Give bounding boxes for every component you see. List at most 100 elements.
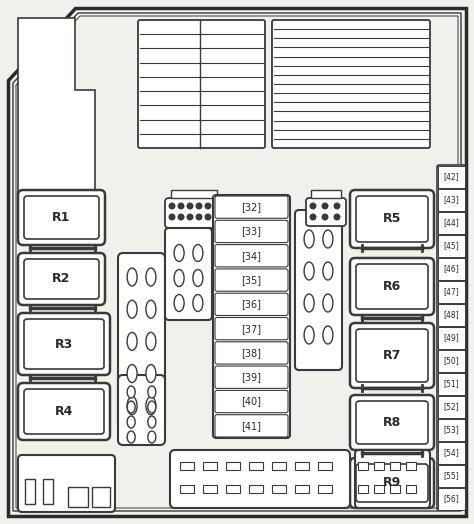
Ellipse shape bbox=[323, 294, 333, 312]
Text: [50]: [50] bbox=[444, 356, 459, 365]
Bar bbox=[438, 166, 465, 188]
Bar bbox=[438, 326, 465, 348]
FancyBboxPatch shape bbox=[356, 264, 428, 309]
Bar bbox=[438, 212, 465, 234]
Ellipse shape bbox=[174, 294, 184, 311]
Bar bbox=[272, 485, 286, 493]
FancyBboxPatch shape bbox=[18, 253, 105, 305]
FancyBboxPatch shape bbox=[295, 210, 342, 370]
Ellipse shape bbox=[174, 245, 184, 261]
FancyBboxPatch shape bbox=[215, 245, 288, 267]
FancyBboxPatch shape bbox=[170, 450, 350, 508]
Bar bbox=[25, 479, 35, 504]
Bar bbox=[171, 190, 217, 198]
Text: R8: R8 bbox=[383, 416, 401, 429]
Text: [55]: [55] bbox=[444, 471, 459, 480]
FancyBboxPatch shape bbox=[215, 342, 288, 364]
Ellipse shape bbox=[304, 326, 314, 344]
Bar bbox=[358, 485, 368, 493]
FancyBboxPatch shape bbox=[356, 464, 428, 502]
FancyBboxPatch shape bbox=[437, 165, 466, 510]
Text: R2: R2 bbox=[52, 272, 71, 286]
Bar bbox=[180, 485, 194, 493]
Bar bbox=[438, 464, 465, 486]
Text: R1: R1 bbox=[52, 211, 71, 224]
Text: [37]: [37] bbox=[241, 324, 262, 334]
Bar bbox=[438, 189, 465, 211]
FancyBboxPatch shape bbox=[356, 401, 428, 444]
Text: R3: R3 bbox=[55, 337, 73, 351]
Ellipse shape bbox=[146, 300, 156, 318]
FancyBboxPatch shape bbox=[18, 455, 115, 512]
Bar bbox=[180, 462, 194, 470]
Ellipse shape bbox=[304, 262, 314, 280]
Circle shape bbox=[322, 203, 328, 209]
Bar bbox=[68, 487, 88, 507]
Ellipse shape bbox=[193, 245, 203, 261]
Polygon shape bbox=[18, 18, 95, 195]
Ellipse shape bbox=[127, 386, 135, 398]
FancyBboxPatch shape bbox=[24, 389, 104, 434]
Text: [48]: [48] bbox=[444, 310, 459, 319]
FancyBboxPatch shape bbox=[215, 366, 288, 388]
FancyBboxPatch shape bbox=[215, 293, 288, 315]
FancyBboxPatch shape bbox=[18, 383, 110, 440]
Circle shape bbox=[178, 203, 184, 209]
Circle shape bbox=[196, 214, 202, 220]
Text: [45]: [45] bbox=[444, 241, 459, 250]
Text: [40]: [40] bbox=[241, 397, 262, 407]
Text: [33]: [33] bbox=[241, 226, 262, 236]
Ellipse shape bbox=[146, 365, 156, 383]
Text: [34]: [34] bbox=[241, 251, 262, 261]
Bar bbox=[295, 485, 309, 493]
Ellipse shape bbox=[127, 416, 135, 428]
FancyBboxPatch shape bbox=[350, 323, 434, 388]
Bar bbox=[358, 462, 368, 470]
Text: [43]: [43] bbox=[444, 195, 459, 204]
Ellipse shape bbox=[193, 294, 203, 311]
FancyBboxPatch shape bbox=[215, 196, 288, 219]
Circle shape bbox=[334, 214, 340, 220]
Ellipse shape bbox=[148, 401, 156, 413]
Text: [47]: [47] bbox=[444, 287, 459, 296]
Bar bbox=[249, 485, 263, 493]
Ellipse shape bbox=[127, 268, 137, 286]
Ellipse shape bbox=[127, 401, 135, 413]
FancyBboxPatch shape bbox=[24, 319, 104, 369]
Bar bbox=[438, 487, 465, 509]
Bar bbox=[406, 485, 416, 493]
Bar bbox=[438, 419, 465, 441]
FancyBboxPatch shape bbox=[165, 228, 212, 320]
Ellipse shape bbox=[323, 326, 333, 344]
Circle shape bbox=[205, 214, 211, 220]
FancyBboxPatch shape bbox=[215, 414, 288, 437]
Text: R7: R7 bbox=[383, 349, 401, 362]
FancyBboxPatch shape bbox=[215, 390, 288, 413]
Ellipse shape bbox=[127, 332, 137, 351]
Text: [35]: [35] bbox=[241, 275, 262, 285]
Circle shape bbox=[334, 203, 340, 209]
Text: [53]: [53] bbox=[444, 425, 459, 434]
Text: [32]: [32] bbox=[241, 202, 262, 212]
Circle shape bbox=[322, 214, 328, 220]
FancyBboxPatch shape bbox=[215, 318, 288, 340]
Ellipse shape bbox=[146, 332, 156, 351]
Text: [38]: [38] bbox=[241, 348, 262, 358]
Ellipse shape bbox=[146, 268, 156, 286]
Ellipse shape bbox=[174, 269, 184, 287]
Text: [39]: [39] bbox=[241, 372, 262, 382]
Text: [51]: [51] bbox=[444, 379, 459, 388]
FancyBboxPatch shape bbox=[18, 190, 105, 245]
Bar bbox=[203, 485, 217, 493]
Bar bbox=[295, 462, 309, 470]
Bar bbox=[311, 190, 341, 198]
Circle shape bbox=[169, 203, 175, 209]
Bar bbox=[438, 235, 465, 257]
Bar bbox=[203, 462, 217, 470]
FancyBboxPatch shape bbox=[215, 220, 288, 243]
Circle shape bbox=[178, 214, 184, 220]
Text: [56]: [56] bbox=[444, 494, 459, 503]
Text: [46]: [46] bbox=[444, 264, 459, 273]
Bar bbox=[374, 462, 384, 470]
FancyBboxPatch shape bbox=[356, 196, 428, 242]
